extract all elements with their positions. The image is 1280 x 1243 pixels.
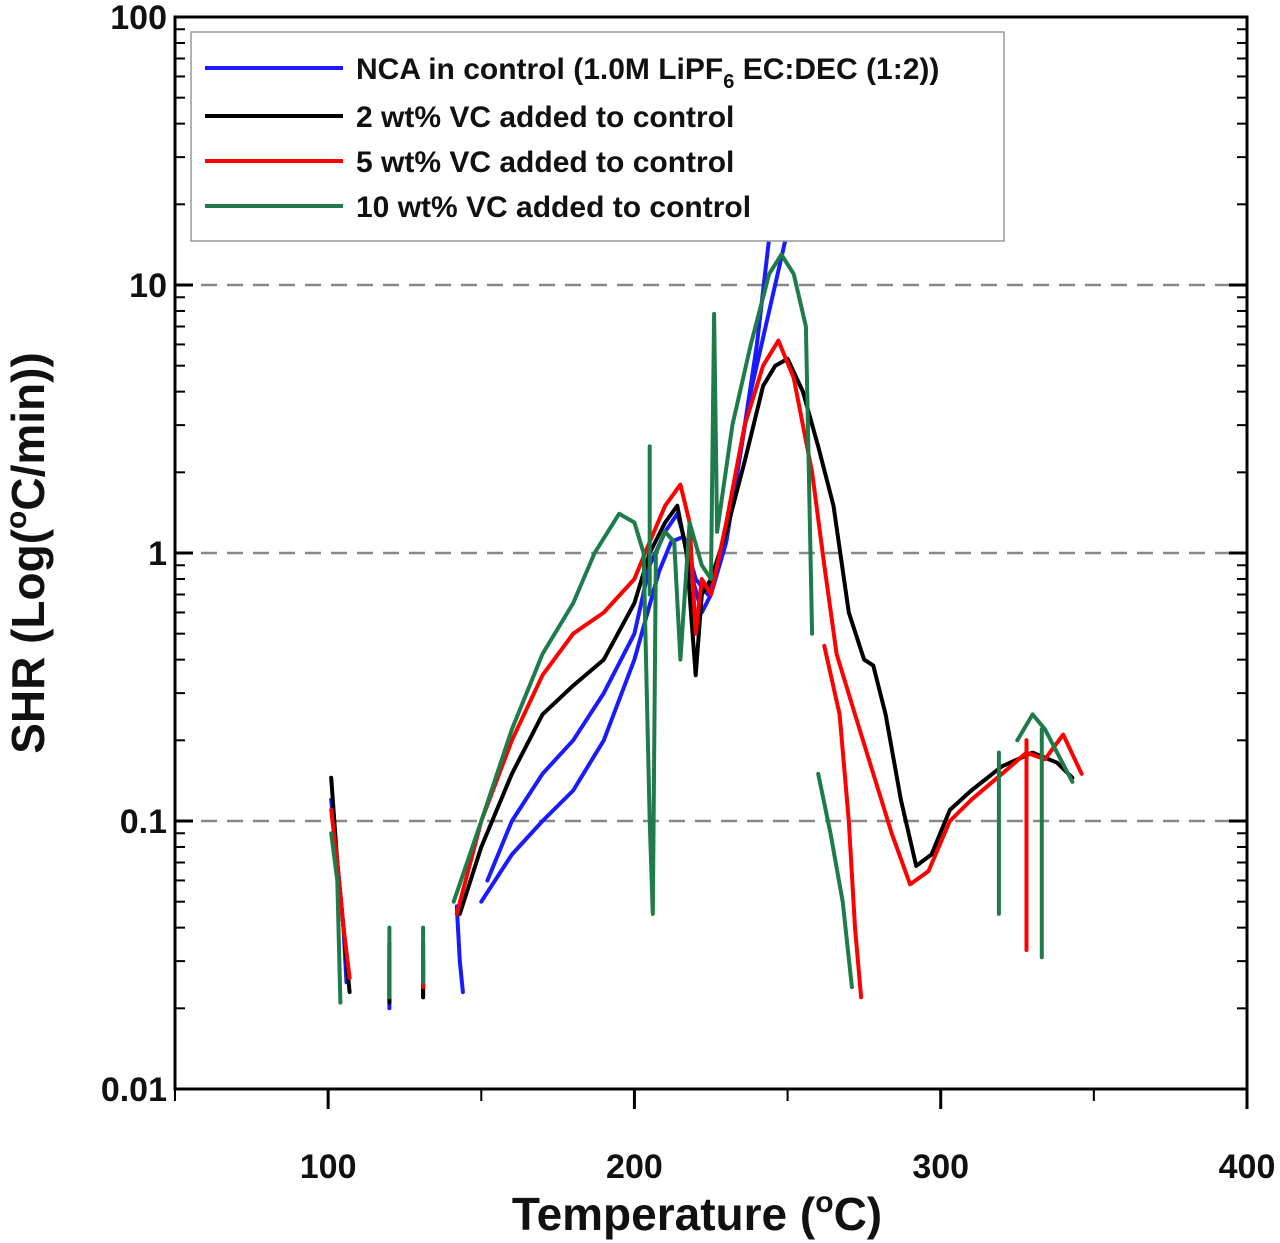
x-tick-label: 100 xyxy=(300,1148,357,1186)
y-tick-label: 0.1 xyxy=(120,803,167,841)
legend-label-nca: NCA in control (1.0M LiPF6 EC:DEC (1:2)) xyxy=(356,53,939,93)
legend-label-10wt: 10 wt% VC added to control xyxy=(356,191,751,224)
series-line xyxy=(329,831,343,1005)
x-tick-label: 300 xyxy=(912,1148,969,1186)
y-tick-label: 1 xyxy=(148,535,167,573)
series-1 xyxy=(329,228,790,1011)
series-line xyxy=(329,807,352,980)
tick-labels: 0.01 0.1 1 10 100 100 200 300 400 xyxy=(101,0,1276,1186)
series-line xyxy=(451,252,815,916)
x-tick-label: 400 xyxy=(1219,1148,1276,1186)
series-3 xyxy=(329,338,1084,1000)
y-tick-label: 0.01 xyxy=(101,1071,167,1109)
series-line xyxy=(1015,712,1075,784)
legend-label-5wt: 5 wt% VC added to control xyxy=(356,146,734,179)
series-line xyxy=(816,771,854,990)
legend: NCA in control (1.0M LiPF6 EC:DEC (1:2))… xyxy=(190,31,1005,242)
x-axis-title: Temperature (oC) xyxy=(512,1186,882,1240)
series-line xyxy=(457,356,1075,916)
legend-label-2wt: 2 wt% VC added to control xyxy=(356,101,734,134)
y-tick-label: 10 xyxy=(129,267,167,305)
series-lines xyxy=(329,228,1084,1011)
x-tick-label: 200 xyxy=(606,1148,663,1186)
series-line xyxy=(454,338,1084,916)
series-line xyxy=(454,904,465,995)
series-2 xyxy=(329,356,1075,1005)
major-ticks xyxy=(175,15,1249,1109)
y-axis-title: SHR (Log(oC/min)) xyxy=(0,352,54,754)
series-4 xyxy=(329,252,1075,1005)
series-line xyxy=(485,228,790,883)
y-tick-label: 100 xyxy=(110,0,167,37)
minor-ticks xyxy=(174,28,1247,1101)
series-line xyxy=(822,643,864,1000)
